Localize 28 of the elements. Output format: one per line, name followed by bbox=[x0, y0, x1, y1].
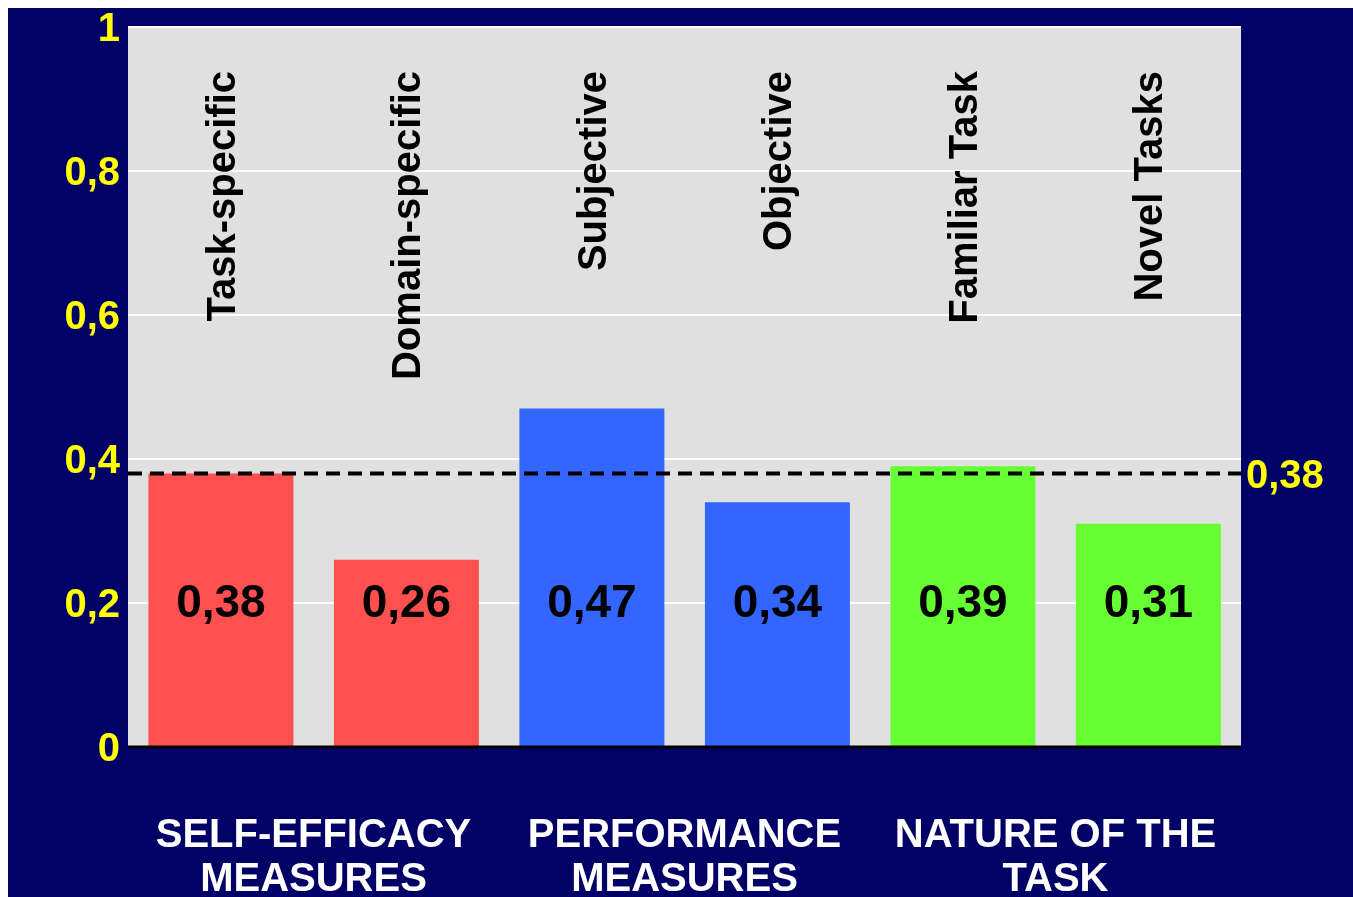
data-label: 0,47 bbox=[547, 575, 637, 627]
x-tick-label: Task-specific bbox=[198, 71, 243, 322]
y-tick-label: 0,4 bbox=[64, 437, 121, 482]
y-tick-label: 0,6 bbox=[64, 293, 120, 338]
data-label: 0,26 bbox=[361, 575, 452, 627]
bar bbox=[519, 408, 665, 747]
y-tick-label: 1 bbox=[97, 5, 120, 50]
text: NATURE OF THE TASK bbox=[893, 811, 1218, 897]
bar bbox=[148, 473, 294, 747]
text: PERFORMANCE MEASURES bbox=[526, 811, 843, 897]
y-tick-label: 0,2 bbox=[64, 581, 120, 626]
x-tick-label: Domain-specific bbox=[384, 71, 429, 380]
data-label: 0,34 bbox=[732, 575, 823, 627]
text: SELF-EFFICACY MEASURES bbox=[154, 811, 473, 897]
bar bbox=[1075, 523, 1221, 747]
bar bbox=[704, 502, 850, 747]
x-tick-label: Subjective bbox=[569, 71, 614, 272]
ref-line-label: 0,38 bbox=[1246, 451, 1324, 496]
x-tick-label: Objective bbox=[755, 71, 800, 252]
data-label: 0,39 bbox=[918, 575, 1008, 627]
bar bbox=[333, 559, 479, 747]
bar bbox=[890, 466, 1036, 747]
data-label: 0,31 bbox=[1103, 575, 1194, 627]
y-tick-label: 0,8 bbox=[64, 149, 120, 194]
data-label: 0,38 bbox=[176, 575, 266, 627]
x-tick-label: Novel Tasks bbox=[1126, 71, 1171, 302]
y-tick-label: 0 bbox=[97, 725, 120, 770]
x-tick-label: Familiar Task bbox=[940, 70, 985, 324]
